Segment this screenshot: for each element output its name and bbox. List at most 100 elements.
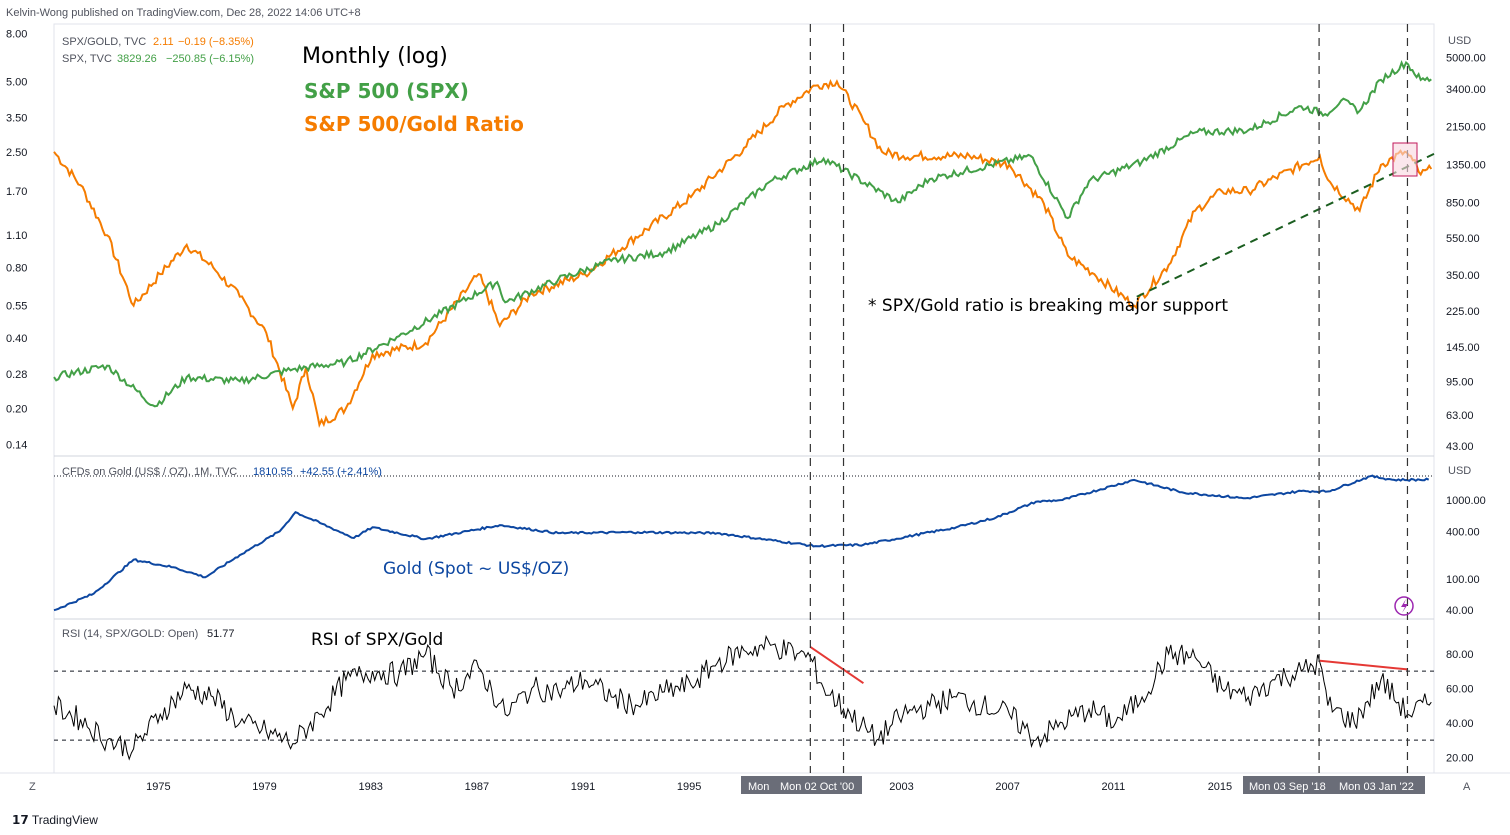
right-axis-tick: 350.00 <box>1446 270 1480 282</box>
left-axis-tick: 0.14 <box>6 439 27 451</box>
support-trendline <box>1136 152 1435 298</box>
right-axis-tick: 1350.00 <box>1446 159 1486 171</box>
left-axis-tick: 0.80 <box>6 263 27 275</box>
right-axis-tick: 2150.00 <box>1446 121 1486 133</box>
legend-ratio-value: 2.11 <box>153 36 174 48</box>
gold-axis-tick: 1000.00 <box>1446 495 1486 507</box>
gold-right-axis: 1000.00 400.00 100.00 40.00 <box>1446 495 1486 617</box>
rsi-divergence-line <box>809 646 864 685</box>
time-axis-right-button[interactable]: A <box>1463 781 1471 793</box>
rsi-divergence-line <box>1319 659 1408 671</box>
axis-right-button-label: A <box>1463 781 1471 793</box>
rsi-axis-tick: 20.00 <box>1446 752 1474 764</box>
footer-brand[interactable]: 𝟭𝟳 TradingView <box>12 813 98 827</box>
time-marker-box <box>1243 776 1333 794</box>
legend-gold-label: CFDs on Gold (US$ / OZ), 1M, TVC <box>62 466 237 478</box>
left-axis-tick: 5.00 <box>6 76 27 88</box>
time-marker-box <box>1333 776 1425 794</box>
right-axis-tick: 95.00 <box>1446 376 1474 388</box>
gold-axis-tick: 100.00 <box>1446 574 1480 586</box>
right-axis-tick: 63.00 <box>1446 410 1474 422</box>
annotation-support-note: * SPX/Gold ratio is breaking major suppo… <box>868 296 1228 316</box>
time-marker-label: Mon 02 Oct '00 <box>780 781 854 793</box>
right-axis-tick: 43.00 <box>1446 441 1474 453</box>
gold-unit-label: USD <box>1448 465 1471 477</box>
rsi-axis-tick: 40.00 <box>1446 718 1474 730</box>
time-axis-label: 2003 <box>889 781 913 793</box>
legend-gold-change: +42.55 (+2.41%) <box>300 466 382 478</box>
time-axis-label: 1995 <box>677 781 701 793</box>
time-axis-label: 2007 <box>995 781 1019 793</box>
legend-gold: CFDs on Gold (US$ / OZ), 1M, TVC 1810.55… <box>62 466 382 478</box>
tradingview-logo-icon: 𝟭𝟳 <box>12 813 29 827</box>
annotation-title: Monthly (log) <box>302 44 448 69</box>
legend-spx-label: SPX, TVC <box>62 53 112 65</box>
right-axis-tick: 5000.00 <box>1446 52 1486 64</box>
series-layer <box>53 59 1435 761</box>
left-axis-tick: 1.10 <box>6 230 27 242</box>
annotation-gold: Gold (Spot ~ US$/OZ) <box>383 559 569 579</box>
rsi-axis-tick: 60.00 <box>1446 683 1474 695</box>
legend-ratio-label: SPX/GOLD, TVC <box>62 36 146 48</box>
time-axis-label: 2015 <box>1208 781 1232 793</box>
time-axis-label: 1987 <box>465 781 489 793</box>
left-axis-tick: 0.20 <box>6 403 27 415</box>
annotation-rsi: RSI of SPX/Gold <box>311 630 443 650</box>
time-axis-label: 1983 <box>358 781 382 793</box>
gold-axis-tick: 40.00 <box>1446 605 1474 617</box>
legend-spx-change: −250.85 (−6.15%) <box>166 53 254 65</box>
lightning-icon[interactable] <box>1394 596 1414 616</box>
right-axis-tick: 550.00 <box>1446 233 1480 245</box>
right-axis-tick: 3400.00 <box>1446 84 1486 96</box>
legend-gold-value: 1810.55 <box>253 466 293 478</box>
vertical-markers <box>809 24 1409 773</box>
chart-frame <box>53 23 1435 774</box>
rsi-axis-tick: 80.00 <box>1446 649 1474 661</box>
left-axis-tick: 1.70 <box>6 186 27 198</box>
time-axis-left-button[interactable]: Z <box>29 781 36 793</box>
time-marker-box <box>777 776 862 794</box>
time-marker-label: Mon 03 Jan '22 <box>1339 781 1414 793</box>
legend-rsi: RSI (14, SPX/GOLD: Open) 51.77 <box>62 628 235 640</box>
legend-rsi-label: RSI (14, SPX/GOLD: Open) <box>62 628 198 640</box>
time-axis-label: 1975 <box>146 781 170 793</box>
axis-left-button-label: Z <box>29 781 36 793</box>
rsi-right-axis: 80.00 60.00 40.00 20.00 <box>1446 649 1474 765</box>
main-left-axis: 8.00 5.00 3.50 2.50 1.70 1.10 0.80 0.55 0.40 0.28… <box>6 29 27 452</box>
time-axis-label: 1979 <box>252 781 276 793</box>
left-axis-tick: 0.28 <box>6 369 27 381</box>
time-marker-boxes: Mon Mon 02 Oct '00 Mon 03 Sep '18 Mon 03… <box>741 776 1425 794</box>
time-marker-label: Mon 03 Sep '18 <box>1249 781 1326 793</box>
left-axis-tick: 0.55 <box>6 301 27 313</box>
left-axis-tick: 3.50 <box>6 113 27 125</box>
legend-rsi-value: 51.77 <box>207 628 235 640</box>
footer-brand-label: TradingView <box>31 813 98 827</box>
legend-spx-value: 3829.26 <box>117 53 157 65</box>
ratio-line <box>53 79 1433 429</box>
annotation-ratio: S&P 500/Gold Ratio <box>304 112 524 136</box>
right-axis-tick: 145.00 <box>1446 342 1480 354</box>
breakdown-highlight-box <box>1392 142 1418 177</box>
time-axis-label: 1991 <box>571 781 595 793</box>
gold-line <box>53 474 1430 612</box>
right-axis-tick: 850.00 <box>1446 197 1480 209</box>
annotation-spx: S&P 500 (SPX) <box>304 79 469 103</box>
time-axis-label: 2011 <box>1102 781 1126 793</box>
main-right-axis: 5000.00 3400.00 2150.00 1350.00 850.00 550.00… <box>1446 52 1486 453</box>
left-axis-tick: 2.50 <box>6 147 27 159</box>
rsi-levels <box>54 670 1434 741</box>
gold-axis-tick: 400.00 <box>1446 526 1480 538</box>
time-axis: 1975 1979 1983 1987 1991 1995 2003 2007 2011 2015 <box>146 781 1232 793</box>
spx-line <box>53 59 1432 408</box>
legend-ratio-change: −0.19 (−8.35%) <box>178 36 254 48</box>
legend-ratio: SPX/GOLD, TVC 2.11 −0.19 (−8.35%) <box>62 36 254 48</box>
time-marker-box <box>741 776 777 794</box>
left-axis-tick: 0.40 <box>6 333 27 345</box>
right-axis-tick: 225.00 <box>1446 306 1480 318</box>
time-marker-label: Mon <box>748 781 769 793</box>
rsi-line <box>53 634 1432 761</box>
main-unit-label: USD <box>1448 35 1471 47</box>
legend-spx: SPX, TVC 3829.26 −250.85 (−6.15%) <box>62 53 254 65</box>
left-axis-tick: 8.00 <box>6 29 27 41</box>
